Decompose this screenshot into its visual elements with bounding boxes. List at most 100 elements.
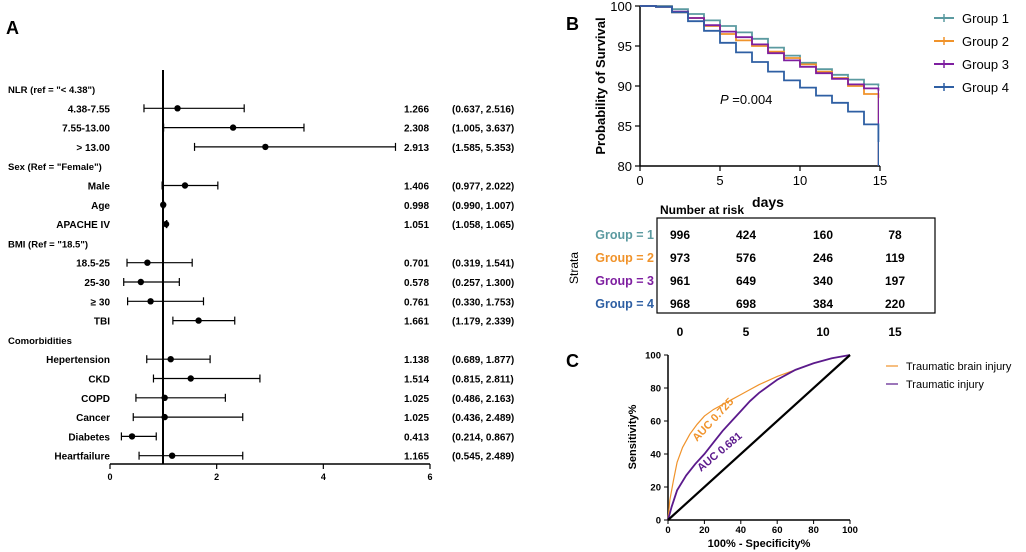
forest-or-value: 0.761 [404, 297, 429, 308]
roc-y-tick-label: 100 [645, 351, 661, 362]
km-p-value: =0.004 [729, 92, 773, 107]
risk-time-label: 10 [816, 325, 830, 339]
risk-cell: 160 [813, 228, 833, 242]
forest-row-label: 18.5-25 [76, 259, 110, 270]
km-series-line [640, 5, 880, 91]
forest-or-value: 2.308 [404, 124, 429, 135]
risk-cell: 424 [736, 228, 756, 242]
risk-cell: 576 [736, 251, 756, 265]
forest-or-value: 1.406 [404, 182, 429, 193]
forest-row-label: Hepertension [46, 355, 110, 366]
forest-ci-value: (0.319, 1.541) [452, 259, 514, 270]
forest-or-value: 1.138 [404, 355, 429, 366]
km-legend-label: Group 2 [962, 34, 1009, 49]
forest-row-label: Diabetes [68, 432, 110, 443]
forest-ci-value: (0.977, 2.022) [452, 182, 514, 193]
km-y-tick-label: 80 [618, 159, 632, 174]
km-y-tick-label: 95 [618, 39, 632, 54]
km-y-tick-label: 85 [618, 119, 632, 134]
roc-y-tick-label: 0 [656, 516, 661, 527]
risk-row-label: Group = 4 [595, 297, 654, 311]
forest-or-value: 1.025 [404, 413, 429, 424]
forest-row-label: Age [91, 201, 110, 212]
roc-legend-label: Traumatic injury [906, 379, 984, 391]
forest-point [229, 124, 237, 131]
risk-cell: 384 [813, 297, 833, 311]
forest-ci-value: (0.436, 2.489) [452, 413, 514, 424]
forest-row-label: ≥ 30 [91, 297, 111, 308]
km-p-label: P [720, 92, 729, 107]
km-plot: Probability of Survival days P =0.004 0 5… [593, 0, 1009, 210]
risk-table-title: Number at risk [660, 203, 744, 217]
forest-or-value: 1.051 [404, 220, 429, 231]
risk-cell: 119 [885, 251, 905, 265]
km-xlabel: days [752, 194, 784, 210]
forest-row-label: Male [88, 182, 111, 193]
forest-row-label: > 13.00 [76, 143, 110, 154]
forest-point [167, 356, 174, 363]
risk-time-label: 5 [743, 325, 750, 339]
risk-cell: 649 [736, 274, 756, 288]
forest-point [174, 105, 181, 112]
km-ylabel: Probability of Survival [593, 17, 608, 154]
km-y-tick-label: 100 [610, 0, 632, 14]
roc-x-tick-label: 40 [736, 525, 747, 536]
forest-ci-value: (1.058, 1.065) [452, 220, 514, 231]
forest-or-value: 1.025 [404, 394, 429, 405]
roc-x-tick-label: 20 [699, 525, 710, 536]
forest-row-label: APACHE IV [56, 220, 110, 231]
forest-point [161, 413, 168, 421]
km-y-tick-label: 90 [618, 79, 632, 94]
km-series-line [640, 5, 880, 98]
risk-table-box [656, 217, 936, 314]
roc-reference-line [667, 354, 851, 521]
forest-ci-value: (0.330, 1.753) [452, 297, 514, 308]
roc-curve [667, 354, 851, 521]
risk-row-label: Group = 1 [595, 228, 654, 242]
roc-x-tick-label: 100 [842, 525, 858, 536]
km-legend-label: Group 4 [962, 80, 1009, 95]
risk-table: Number at risk Strata Group = 1 996 424 160… [567, 203, 936, 339]
risk-cell: 968 [670, 297, 690, 311]
forest-or-value: 1.661 [404, 317, 429, 328]
risk-time-label: 0 [677, 325, 684, 339]
roc-xlabel: 100% - Specificity% [708, 538, 811, 550]
forest-row-label: Cancer [76, 413, 110, 424]
risk-cell: 996 [670, 228, 690, 242]
forest-header-label: Comorbidities [8, 336, 72, 347]
forest-header-label: NLR (ref = "< 4.38") [8, 85, 95, 96]
forest-ci-value: (0.214, 0.867) [452, 432, 514, 443]
forest-or-value: 1.514 [404, 375, 429, 386]
roc-y-tick-label: 40 [650, 450, 661, 461]
panel-label-c: C [566, 351, 579, 371]
forest-point [160, 201, 167, 208]
forest-point [162, 220, 170, 228]
risk-cell: 698 [736, 297, 756, 311]
forest-header-label: BMI (Ref = "18.5") [8, 239, 88, 250]
risk-row-label: Group = 3 [595, 274, 654, 288]
forest-row-label: COPD [81, 394, 110, 405]
roc-y-tick-label: 80 [650, 384, 661, 395]
forest-point [147, 298, 154, 305]
forest-ci-value: (0.689, 1.877) [452, 355, 514, 366]
forest-x-tick-label: 4 [321, 472, 326, 482]
forest-or-value: 1.266 [404, 104, 429, 115]
roc-ylabel: Sensitivity% [627, 404, 639, 469]
forest-row-label: TBI [94, 317, 110, 328]
forest-ci-value: (1.005, 3.637) [452, 124, 514, 135]
forest-or-value: 2.913 [404, 143, 429, 154]
risk-cell: 340 [813, 274, 833, 288]
km-x-tick-label: 10 [793, 173, 807, 188]
risk-strata-label: Strata [567, 252, 581, 284]
risk-time-label: 15 [888, 325, 902, 339]
forest-point [168, 452, 176, 459]
roc-x-tick-label: 0 [665, 525, 670, 536]
forest-point [161, 394, 168, 401]
km-x-tick-label: 0 [636, 173, 643, 188]
forest-or-value: 0.998 [404, 201, 429, 212]
forest-header-label: Sex (Ref = "Female") [8, 162, 102, 173]
forest-ci-value: (1.179, 2.339) [452, 317, 514, 328]
risk-row-label: Group = 2 [595, 251, 654, 265]
risk-cell: 220 [885, 297, 905, 311]
